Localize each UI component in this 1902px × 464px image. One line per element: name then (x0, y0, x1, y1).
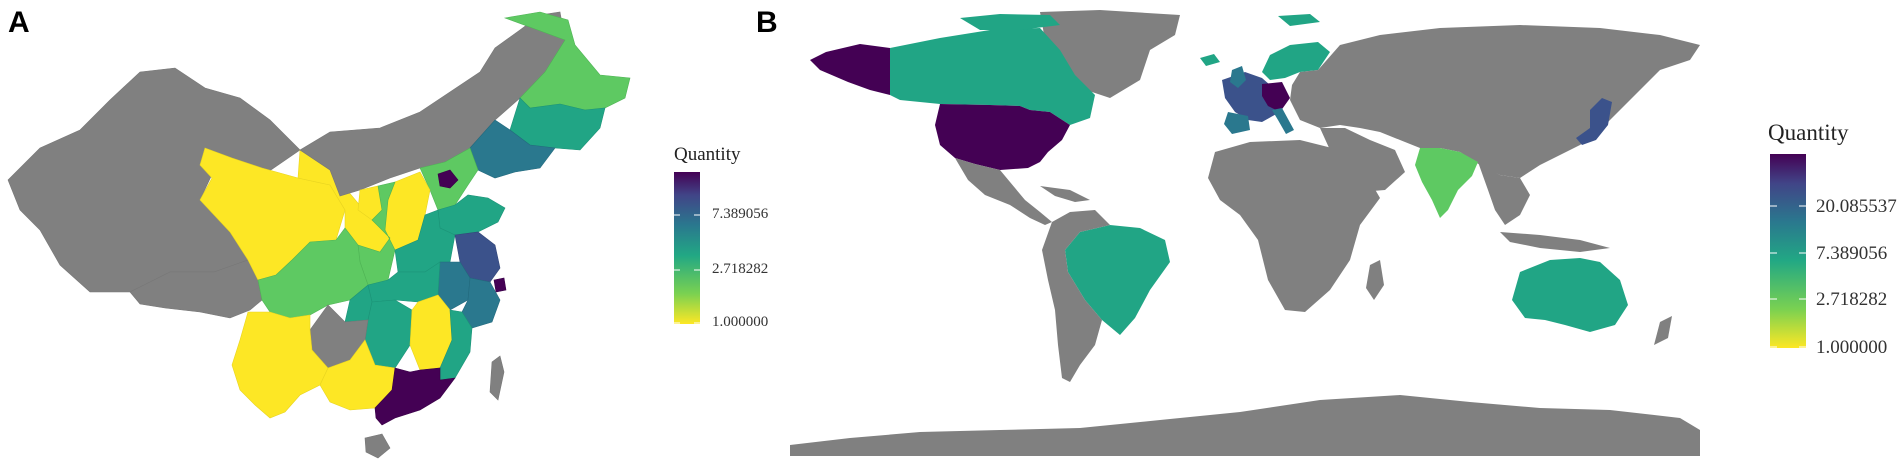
legend-a-colorbar (674, 172, 700, 324)
country-middle-east (1320, 128, 1405, 192)
legend-b-tick-label: 20.085537 (1816, 196, 1897, 217)
country-indonesia (1500, 232, 1610, 252)
country-madagascar (1366, 260, 1384, 300)
country-italy (1272, 108, 1294, 134)
country-new-zealand (1654, 316, 1672, 345)
country-japan (1576, 98, 1612, 145)
country-india (1415, 148, 1478, 218)
province-shanghai (493, 277, 507, 293)
province-guangdong (374, 367, 456, 426)
country-australia (1512, 258, 1628, 332)
legend-b-tick-label: 7.389056 (1816, 243, 1888, 264)
province-beijing (437, 169, 459, 189)
legend-b-colorbar (1770, 154, 1806, 348)
country-southeast-asia (1478, 162, 1530, 225)
legend-a-tick-label: 2.718282 (712, 261, 769, 277)
country-scandinavia (1262, 42, 1330, 80)
legend-b-tick-label: 1.000000 (1816, 337, 1888, 358)
province-yunnan (231, 311, 329, 419)
country-iberia (1224, 112, 1250, 134)
country-africa (1208, 140, 1380, 312)
country-mexico (955, 158, 1052, 225)
legend-a-tick-label: 7.389056 (712, 206, 769, 222)
country-canada (890, 28, 1095, 125)
country-canada-islands (960, 14, 1060, 30)
legend-a-title: Quantity (674, 144, 741, 165)
china-map (7, 11, 631, 459)
panel-a-label: A (8, 6, 30, 39)
country-brazil (1065, 225, 1170, 335)
province-zhejiang (461, 277, 501, 329)
legend-b-title: Quantity (1768, 120, 1849, 145)
panel-b-label: B (756, 6, 778, 39)
country-uk (1230, 66, 1246, 88)
country-usa (935, 104, 1070, 170)
province-taiwan (489, 355, 505, 401)
province-tibet (129, 259, 263, 319)
country-south-america-other (1042, 210, 1110, 382)
world-map (790, 10, 1700, 456)
country-svalbard (1278, 14, 1320, 26)
legend-a-tick-label: 1.000000 (712, 314, 769, 330)
country-usa-alaska (810, 44, 890, 95)
country-iceland (1200, 54, 1220, 66)
country-russia-asia (1290, 25, 1700, 178)
country-antarctica (790, 395, 1700, 456)
province-liaoning (469, 119, 556, 179)
country-germany (1262, 82, 1290, 112)
legend-b-tick-label: 2.718282 (1816, 289, 1888, 310)
country-caribbean (1040, 186, 1090, 202)
province-hainan (364, 433, 391, 459)
